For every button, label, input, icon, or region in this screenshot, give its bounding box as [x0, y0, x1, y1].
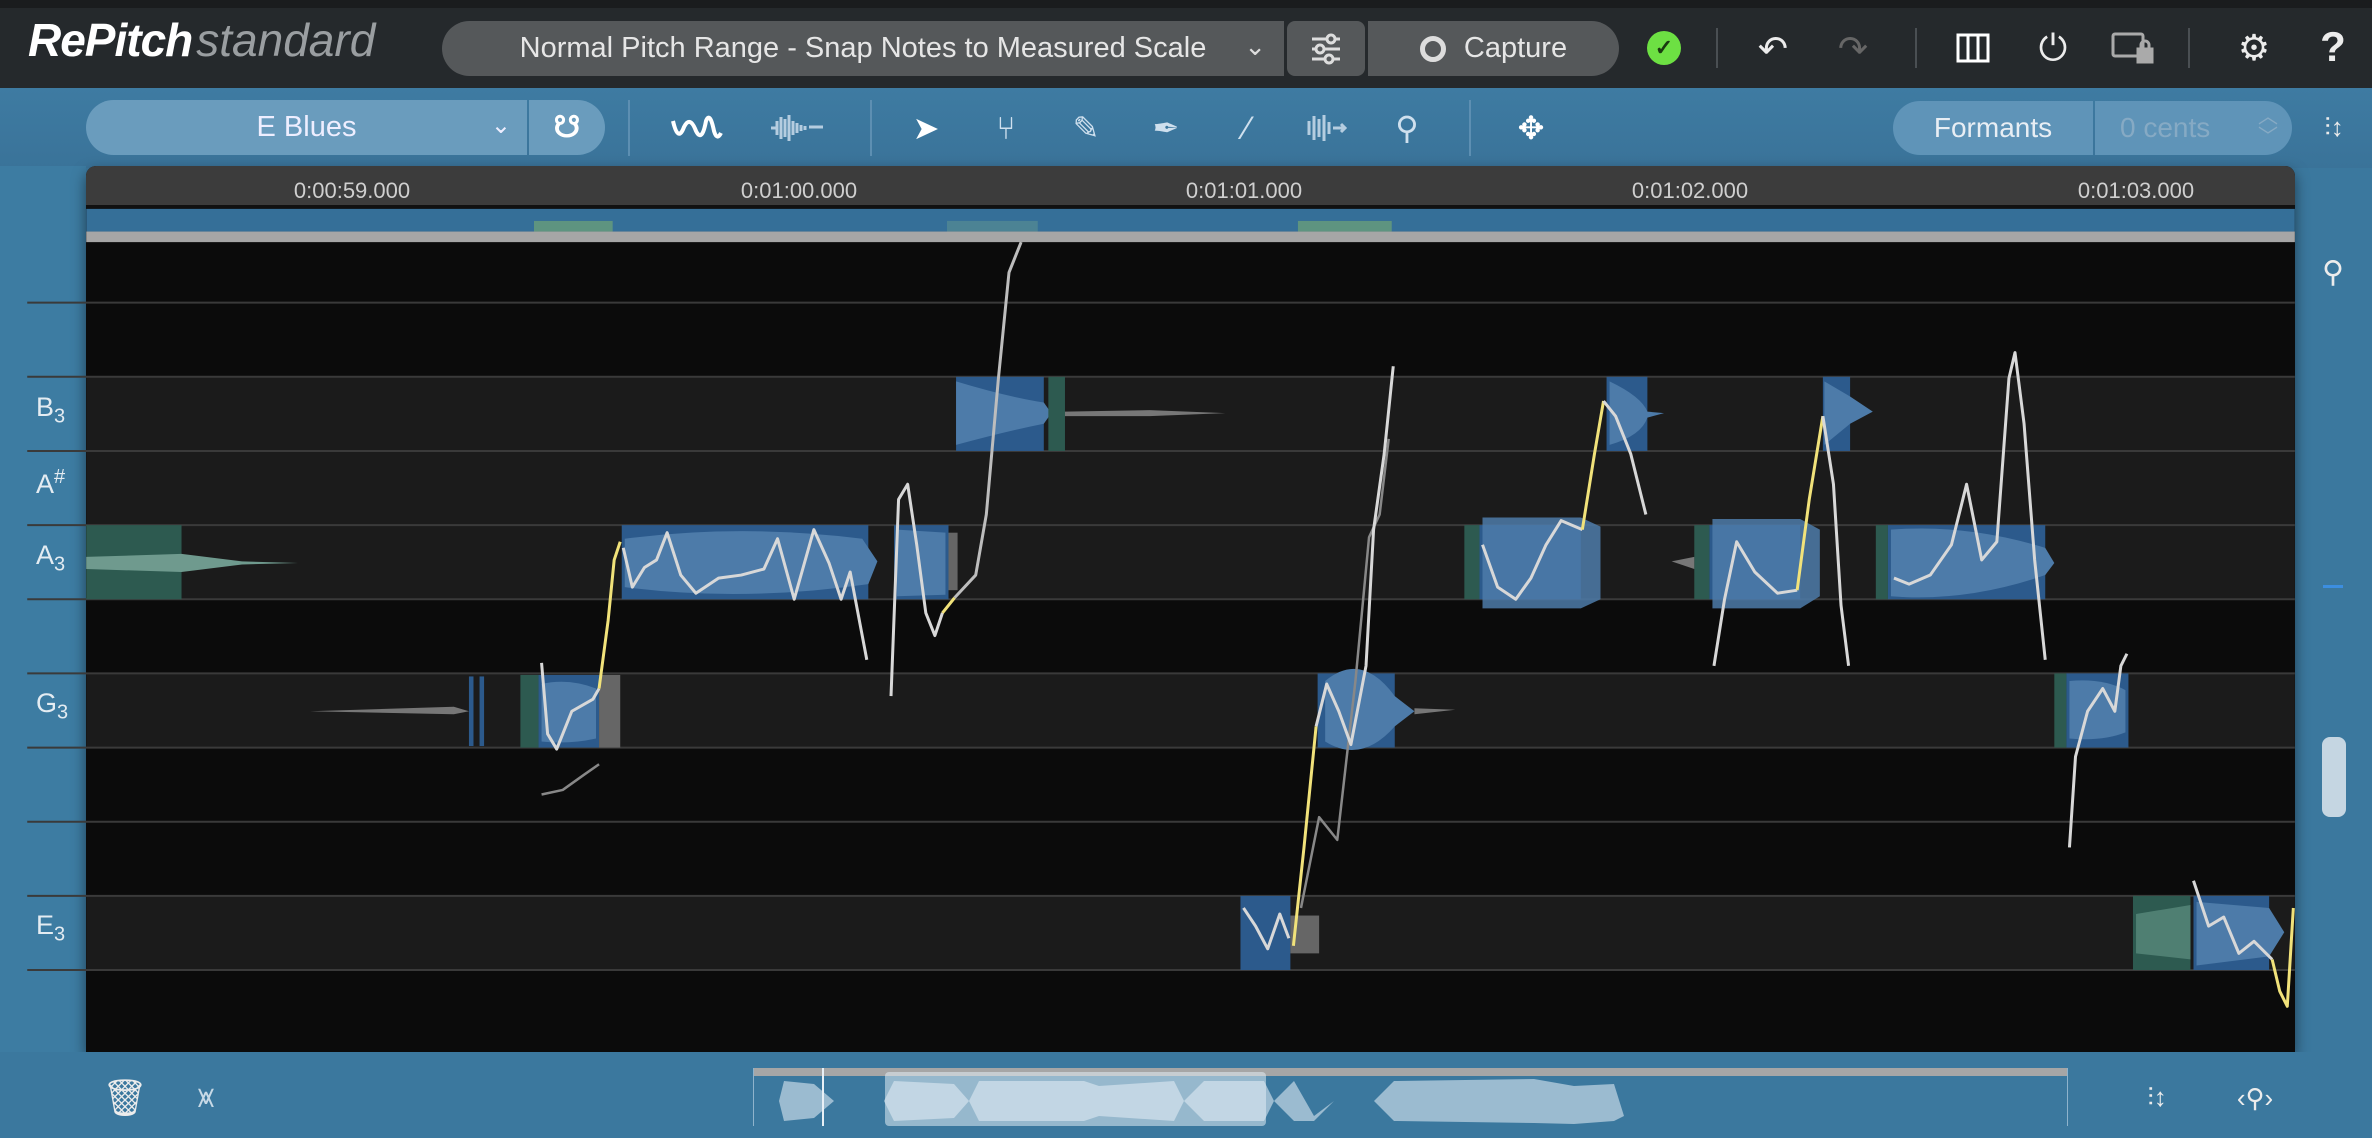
scale-dropdown[interactable]: E Blues ⌄: [86, 100, 527, 155]
snap-button[interactable]: ☋: [529, 100, 605, 155]
pitch-label: A3: [36, 540, 66, 576]
formants-button[interactable]: Formants: [1893, 101, 2093, 155]
capture-button[interactable]: Capture: [1368, 21, 1619, 76]
brand: RePitch: [28, 14, 193, 66]
check-icon: ✓: [1647, 31, 1681, 65]
pen-icon[interactable]: ✒: [1152, 110, 1180, 146]
undo-icon[interactable]: ↶: [1757, 28, 1789, 69]
gear-icon[interactable]: ⚙: [2237, 27, 2271, 68]
divider: [2188, 28, 2190, 68]
right-rail: [2295, 166, 2372, 1052]
pencil-icon[interactable]: ✎: [1072, 110, 1100, 146]
formants-label: Formants: [1933, 112, 2053, 143]
mixer-icon: [1312, 33, 1340, 64]
preset-dropdown[interactable]: Normal Pitch Range - Snap Notes to Measu…: [442, 21, 1284, 76]
cents-value: 0 cents: [2120, 112, 2211, 143]
time-tick: 0:01:03.000: [2077, 178, 2195, 203]
window-strip: [0, 0, 2372, 8]
line-tool-icon[interactable]: ⁄: [1244, 109, 1250, 146]
waveform-icon[interactable]: [767, 100, 827, 156]
divider: [628, 100, 630, 156]
stepper-icon[interactable]: ︿ ﹀: [2258, 106, 2278, 148]
help-icon[interactable]: ?: [2320, 23, 2346, 70]
screen-lock-icon[interactable]: [2110, 28, 2156, 68]
overview-scroll-track: [754, 1068, 2067, 1076]
zoom-icon[interactable]: ⚲: [1395, 110, 1419, 146]
divider: [1716, 28, 1718, 68]
move-icon[interactable]: ✥: [1517, 110, 1545, 146]
vertical-zoom-icon[interactable]: ⚲: [2322, 255, 2344, 289]
pitch-ruler: B3 A# A3 G3 E3: [0, 166, 86, 1052]
vertical-scrollbar[interactable]: [2322, 737, 2346, 817]
divider: [1915, 28, 1917, 68]
pitch-label: B3: [36, 392, 66, 428]
waveform-height-icon[interactable]: ⫶↕: [2147, 1082, 2167, 1112]
preset-label: Normal Pitch Range - Snap Notes to Measu…: [519, 32, 1207, 64]
preset-settings-button[interactable]: [1287, 21, 1365, 76]
piano-icon[interactable]: [1953, 28, 1993, 68]
edition: standard: [196, 14, 376, 66]
time-tick: 0:01:00.000: [740, 178, 858, 203]
visible-region-handle[interactable]: [885, 1072, 1266, 1126]
divider: [870, 100, 872, 156]
pitch-curve-icon[interactable]: [667, 100, 727, 156]
time-tick: 0:01:01.000: [1185, 178, 1303, 203]
pitch-label: G3: [36, 688, 69, 724]
magnet-icon: ☋: [553, 111, 581, 144]
divider: [1469, 100, 1471, 156]
horizontal-zoom-icon[interactable]: ‹⚲›: [2236, 1082, 2274, 1113]
pitch-label: A#: [36, 466, 66, 499]
timeline-ruler[interactable]: 0:00:59.000 0:01:00.000 0:01:01.000 0:01…: [86, 166, 2295, 208]
scale-label: E Blues: [256, 111, 357, 143]
pitch-position-marker: [2323, 585, 2343, 588]
capture-icon: [1419, 35, 1446, 62]
chevron-down-icon: ⌄: [490, 112, 511, 139]
redo-icon[interactable]: ↷: [1837, 28, 1869, 69]
time-tick: 0:01:02.000: [1631, 178, 1749, 203]
formant-cents-field[interactable]: 0 cents ︿ ﹀: [2095, 101, 2292, 155]
pitch-label: E3: [36, 910, 66, 946]
split-icon[interactable]: ⩙: [197, 1081, 215, 1114]
chevron-down-icon: ⌄: [1244, 31, 1266, 61]
playhead[interactable]: [822, 1068, 824, 1126]
power-icon[interactable]: ⏻: [2038, 26, 2068, 68]
capture-label: Capture: [1463, 32, 1568, 64]
trash-icon[interactable]: 🗑: [102, 1077, 148, 1118]
overview-navigator[interactable]: [753, 1068, 2068, 1126]
time-stretch-icon[interactable]: [1297, 100, 1357, 156]
pointer-icon[interactable]: ➤: [912, 110, 940, 146]
tuning-fork-icon[interactable]: ⑂: [996, 109, 1016, 146]
waveform-height-icon[interactable]: ⫶↕: [2324, 112, 2344, 142]
logo: RePitchstandard: [28, 14, 375, 66]
time-tick: 0:00:59.000: [293, 178, 411, 203]
pitch-editor[interactable]: 0:00:59.000 0:01:00.000 0:01:01.000 0:01…: [86, 166, 2295, 1052]
